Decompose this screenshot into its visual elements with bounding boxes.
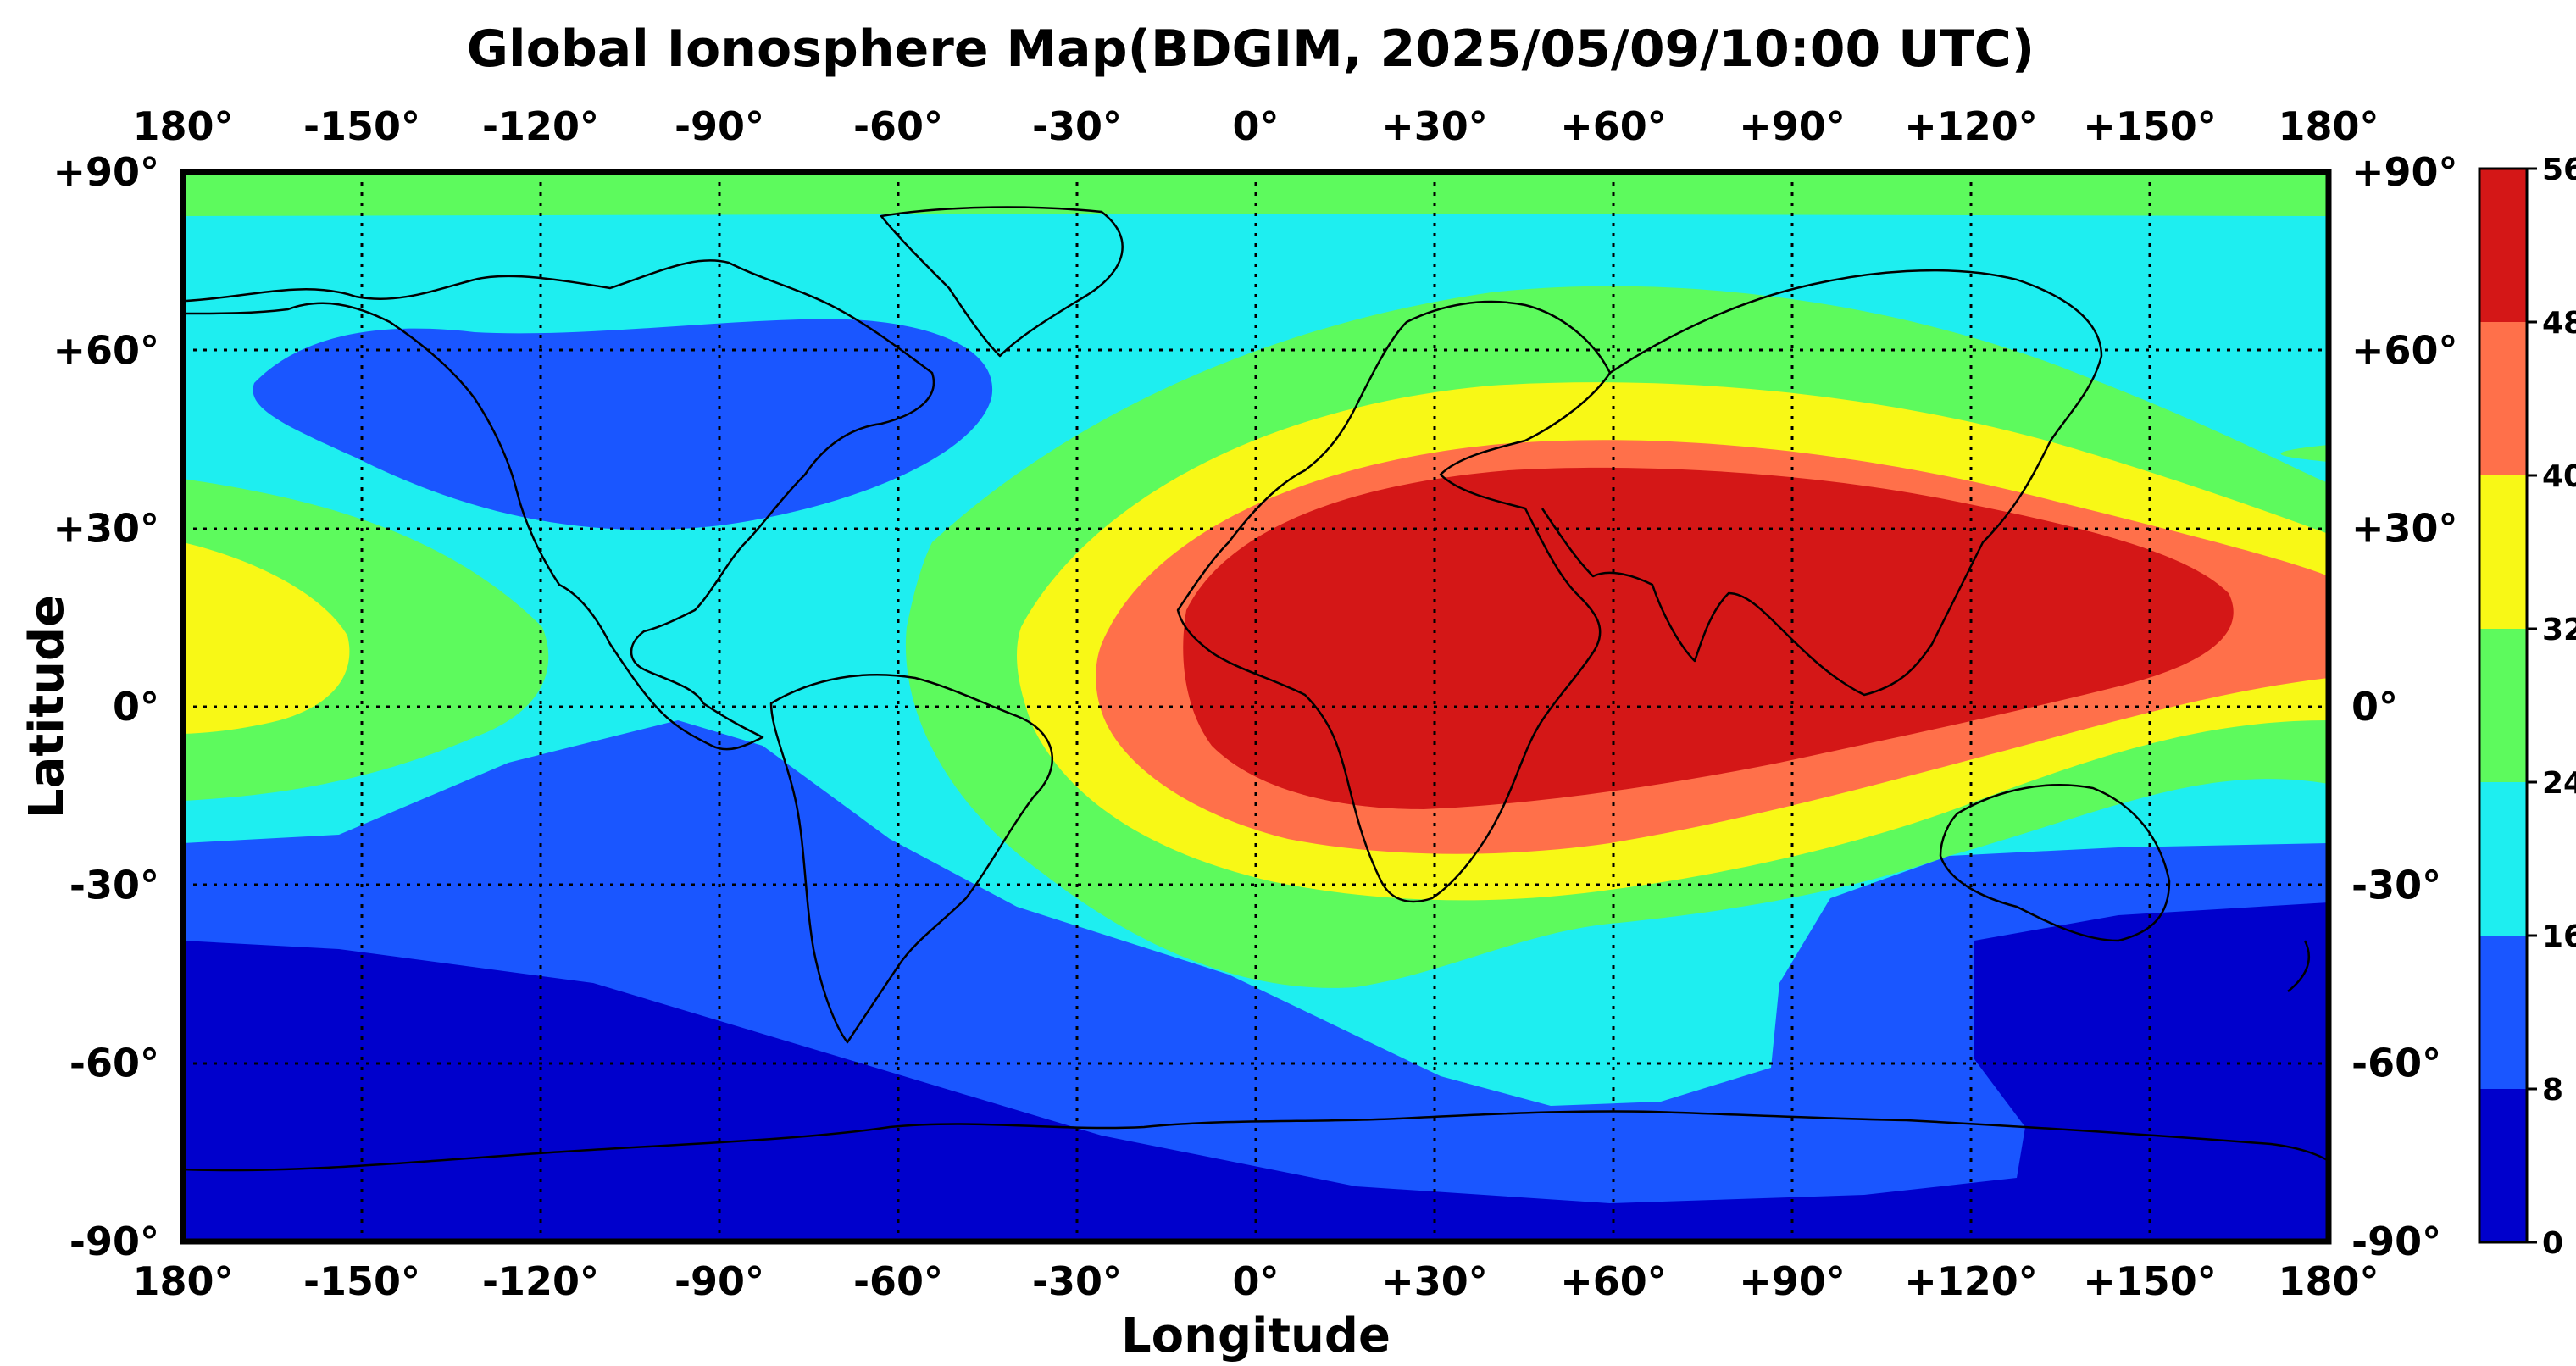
y-tick-label-left: +90° bbox=[53, 149, 159, 195]
x-tick-label-bottom: +30° bbox=[1381, 1258, 1488, 1304]
x-tick-label-top: -60° bbox=[853, 103, 943, 149]
x-tick-label-top: -90° bbox=[675, 103, 764, 149]
x-tick-label-top: +60° bbox=[1560, 103, 1667, 149]
coastline-greenland bbox=[880, 206, 1124, 358]
y-tick-labels-right: +90° +60° +30° 0° -30° -60° -90° bbox=[2351, 149, 2458, 1264]
y-tick-label-left: -60° bbox=[69, 1041, 159, 1086]
coastline-south-america bbox=[769, 674, 1054, 1044]
colorbar-frame bbox=[2478, 167, 2529, 1244]
y-tick-label-right: 0° bbox=[2351, 684, 2398, 730]
y-tick-label-right: -90° bbox=[2351, 1219, 2441, 1264]
x-tick-label-bottom: -150° bbox=[303, 1258, 420, 1304]
y-tick-label-left: -30° bbox=[69, 862, 159, 908]
map-plot-area bbox=[183, 172, 2329, 1241]
y-tick-label-left: +60° bbox=[53, 327, 159, 373]
colorbar-segment-24-32 bbox=[2479, 629, 2527, 782]
x-tick-label-bottom: -60° bbox=[853, 1258, 943, 1304]
colorbar-segment-0-8 bbox=[2479, 1089, 2527, 1242]
y-tick-label-right: +90° bbox=[2351, 149, 2458, 195]
y-tick-label-left: 0° bbox=[113, 684, 159, 730]
map-frame bbox=[180, 169, 2332, 1245]
coastline-australia bbox=[1939, 784, 2171, 942]
x-tick-label-bottom: 180° bbox=[2278, 1258, 2379, 1304]
y-tick-label-right: +30° bbox=[2351, 506, 2458, 552]
x-tick-label-top: -30° bbox=[1032, 103, 1122, 149]
x-tick-label-top: -150° bbox=[303, 103, 420, 149]
grid-lines bbox=[183, 172, 2329, 1241]
colorbar-segment-32-40 bbox=[2479, 475, 2527, 629]
colorbar-tick-label: 8 bbox=[2542, 1073, 2563, 1108]
y-axis-label: Latitude bbox=[19, 595, 75, 819]
x-tick-label-bottom: +60° bbox=[1560, 1258, 1667, 1304]
coastline-north-america bbox=[186, 259, 935, 751]
coastlines bbox=[183, 206, 2329, 1172]
band-8-16-north-america bbox=[253, 319, 993, 530]
x-tick-label-bottom: -120° bbox=[482, 1258, 599, 1304]
coastline-asia bbox=[1541, 269, 2103, 697]
x-tick-label-bottom: +90° bbox=[1739, 1258, 1846, 1304]
x-tick-labels-top: 180° -150° -120° -90° -60° -30° 0° +30° +60° +90°… bbox=[132, 103, 2379, 149]
x-tick-label-top: +120° bbox=[1904, 103, 2038, 149]
y-tick-label-left: -90° bbox=[69, 1219, 159, 1264]
x-tick-label-top: +150° bbox=[2083, 103, 2217, 149]
colorbar-tick-label: 48 bbox=[2542, 306, 2576, 341]
x-axis-label: Longitude bbox=[1121, 1308, 1391, 1363]
colorbar-tick-label: 40 bbox=[2542, 459, 2576, 494]
y-tick-label-left: +30° bbox=[53, 506, 159, 552]
y-tick-label-right: -30° bbox=[2351, 862, 2441, 908]
x-tick-label-bottom: -90° bbox=[675, 1258, 764, 1304]
coastline-antarctica bbox=[183, 1110, 2329, 1172]
colorbar-segment-16-24 bbox=[2479, 782, 2527, 936]
band-24-32-pacific-east bbox=[2280, 445, 2329, 462]
band-32-40-pacific bbox=[183, 542, 350, 734]
colorbar-tick-label: 56 bbox=[2542, 153, 2576, 187]
x-tick-label-top: -120° bbox=[482, 103, 599, 149]
x-tick-label-top: 180° bbox=[132, 103, 233, 149]
x-tick-label-top: +30° bbox=[1381, 103, 1488, 149]
x-tick-labels-bottom: 180° -150° -120° -90° -60° -30° 0° +30° +60° +90°… bbox=[132, 1258, 2379, 1304]
colorbar-segment-8-16 bbox=[2479, 936, 2527, 1089]
colorbar-tick-label: 32 bbox=[2542, 613, 2576, 647]
x-tick-label-bottom: 180° bbox=[132, 1258, 233, 1304]
colorbar-tick-labels: 56 48 40 32 24 16 8 0 bbox=[2527, 153, 2576, 1261]
colorbar-segment-48-56 bbox=[2479, 169, 2527, 322]
x-tick-label-bottom: 0° bbox=[1232, 1258, 1279, 1304]
colorbar-tick-label: 0 bbox=[2542, 1226, 2563, 1261]
x-tick-label-bottom: -30° bbox=[1032, 1258, 1122, 1304]
coastline-new-zealand bbox=[2287, 940, 2311, 992]
y-tick-labels-left: +90° +60° +30° 0° -30° -60° -90° bbox=[53, 149, 159, 1264]
chart-title: Global Ionosphere Map(BDGIM, 2025/05/09/… bbox=[467, 19, 2035, 79]
colorbar-tick-label: 16 bbox=[2542, 919, 2576, 954]
colorbar-tick-label: 24 bbox=[2542, 766, 2576, 801]
x-tick-label-top: 180° bbox=[2278, 103, 2379, 149]
y-tick-label-right: +60° bbox=[2351, 327, 2458, 373]
y-tick-label-right: -60° bbox=[2351, 1041, 2441, 1086]
x-tick-label-bottom: +150° bbox=[2083, 1258, 2217, 1304]
band-48-56 bbox=[1183, 467, 2234, 809]
colorbar-segment-40-48 bbox=[2479, 322, 2527, 475]
x-tick-label-bottom: +120° bbox=[1904, 1258, 2038, 1304]
x-tick-label-top: +90° bbox=[1739, 103, 1846, 149]
colorbar bbox=[2478, 167, 2529, 1244]
x-tick-label-top: 0° bbox=[1232, 103, 1279, 149]
coastline-europe-africa bbox=[1176, 300, 1612, 903]
